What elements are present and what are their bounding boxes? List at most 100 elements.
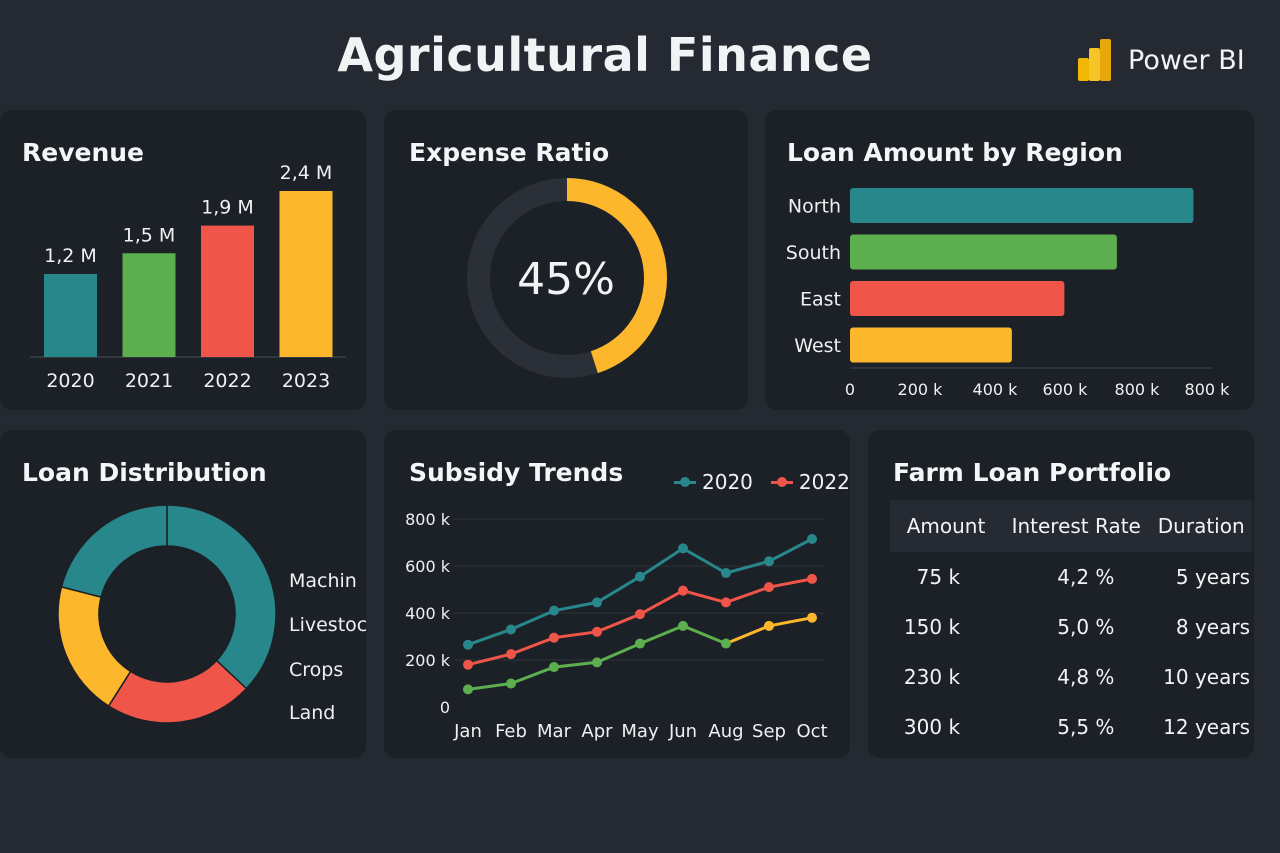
data-point	[463, 639, 473, 650]
page-title: Agricultural Finance	[337, 28, 873, 82]
gauge-arc	[566, 178, 667, 374]
table-cell: 5,5 %	[1057, 715, 1115, 739]
data-point	[506, 624, 516, 635]
table-cell: 230 k	[903, 665, 961, 689]
column-header-duration[interactable]: Duration	[1150, 500, 1252, 552]
table-cell: 300 k	[903, 715, 961, 739]
donut-slice	[166, 504, 277, 690]
tick-label: 200 k	[898, 380, 944, 399]
tick-label: 800 k	[1115, 380, 1161, 399]
slice-label: Machin	[289, 570, 357, 592]
tick-label: 0	[845, 380, 855, 399]
table-cell: 5,0 %	[1057, 615, 1115, 639]
subsidy-trends-card[interactable]: Subsidy Trends 2020 2022 0 200 k 400 k 600 …	[384, 430, 850, 758]
tick-label: 600 k	[405, 557, 451, 576]
table-row[interactable]: 300 k 5,5 % 12 years	[890, 702, 1252, 752]
loan-by-region-card[interactable]: Loan Amount by Region North South East West…	[765, 110, 1254, 410]
data-point	[764, 556, 774, 567]
legend-label: 2022	[798, 470, 850, 494]
tick-label: 2021	[125, 370, 173, 392]
legend-swatch	[674, 477, 696, 487]
card-title: Farm Loan Portfolio	[893, 458, 1172, 487]
slice-label: Land	[289, 702, 335, 724]
tick-label: Oct	[796, 721, 827, 742]
category-label: South	[786, 242, 841, 264]
bar	[850, 234, 1117, 270]
loan-distribution-donut: Machin Livestock Crops Land	[57, 504, 366, 724]
table-cell: 75 k	[916, 565, 961, 589]
data-point	[764, 620, 774, 631]
data-point	[463, 684, 473, 695]
card-title: Expense Ratio	[409, 138, 610, 167]
tick-label: 2022	[203, 370, 251, 392]
data-point	[592, 597, 602, 608]
data-point	[807, 573, 817, 584]
series-line	[467, 577, 813, 667]
tick-label: 2023	[282, 370, 330, 392]
brand-name: Power BI	[1128, 44, 1245, 76]
brand-logo: Power BI	[1076, 38, 1245, 82]
loan-distribution-card[interactable]: Loan Distribution Machin Livestock Crops La…	[0, 430, 366, 758]
data-point	[721, 597, 731, 608]
tick-label: Jun	[668, 721, 697, 742]
farm-loan-portfolio-card[interactable]: Farm Loan Portfolio Amount Interest Rate…	[868, 430, 1254, 758]
data-point	[506, 678, 516, 689]
tick-label: 200 k	[405, 651, 451, 670]
loan-by-region-chart: North South East West 0 200 k 400 k 600 k 800 k 8…	[786, 188, 1230, 399]
legend-swatch	[770, 477, 793, 487]
column-header-amount[interactable]: Amount	[890, 500, 1003, 552]
data-point	[635, 571, 645, 582]
tick-label: 400 k	[973, 380, 1019, 399]
legend-item: 2020	[674, 470, 753, 494]
table-cell: 5 years	[1175, 565, 1250, 589]
tick-label: Aug	[708, 721, 743, 742]
table-row[interactable]: 230 k 4,8 % 10 years	[890, 652, 1252, 702]
tick-label: Sep	[752, 721, 786, 742]
data-point	[721, 568, 731, 579]
data-point	[549, 662, 559, 673]
expense-ratio-gauge	[467, 178, 667, 378]
card-title: Loan Amount by Region	[787, 138, 1123, 167]
bar	[279, 191, 333, 357]
bar	[850, 281, 1065, 316]
table-row[interactable]: 150 k 5,0 % 8 years	[890, 602, 1252, 652]
tick-label: 600 k	[1043, 380, 1089, 399]
slice-label: Livestock	[289, 614, 366, 636]
column-header-interest-rate[interactable]: Interest Rate	[1002, 500, 1151, 552]
revenue-card[interactable]: Revenue 1,2 M 2020 1,5 M 2021 1,9 M 2022 2,4 M…	[0, 110, 366, 410]
slice-label: Crops	[289, 659, 343, 681]
expense-ratio-card[interactable]: Expense Ratio 45%	[384, 110, 748, 410]
data-point	[678, 620, 688, 631]
table-cell: 4,2 %	[1057, 565, 1115, 589]
data-point	[678, 543, 688, 554]
tick-label: Feb	[495, 721, 527, 742]
data-label: 1,9 M	[201, 197, 254, 219]
expense-ratio-value: 45%	[517, 254, 615, 305]
bar	[44, 274, 97, 357]
tick-label: 0	[440, 698, 450, 717]
table-header-row: Amount Interest Rate Duration	[890, 500, 1252, 552]
data-point	[635, 609, 645, 620]
card-title: Subsidy Trends	[409, 458, 624, 487]
table-cell: 8 years	[1175, 615, 1250, 639]
data-point	[721, 638, 731, 649]
data-point	[549, 632, 559, 643]
table-row[interactable]: 75 k 4,2 % 5 years	[890, 552, 1252, 602]
data-label: 1,5 M	[123, 224, 176, 246]
tick-label: Jan	[453, 721, 482, 742]
table-cell: 4,8 %	[1057, 665, 1115, 689]
donut-slice	[60, 504, 168, 599]
tick-label: May	[621, 721, 659, 742]
legend-item: 2022	[770, 470, 850, 494]
data-point	[764, 582, 774, 593]
subsidy-trends-chart: 0 200 k 400 k 600 k 800 k Jan Feb Mar Apr May Jun A…	[405, 510, 827, 742]
bar	[122, 253, 176, 357]
data-point	[592, 657, 602, 668]
data-point	[635, 638, 645, 649]
bar	[850, 327, 1012, 363]
donut-slice	[57, 585, 132, 708]
table-cell: 12 years	[1163, 715, 1250, 739]
bar	[850, 188, 1194, 223]
data-point	[592, 626, 602, 637]
revenue-chart: 1,2 M 2020 1,5 M 2021 1,9 M 2022 2,4 M 2023	[30, 162, 346, 392]
